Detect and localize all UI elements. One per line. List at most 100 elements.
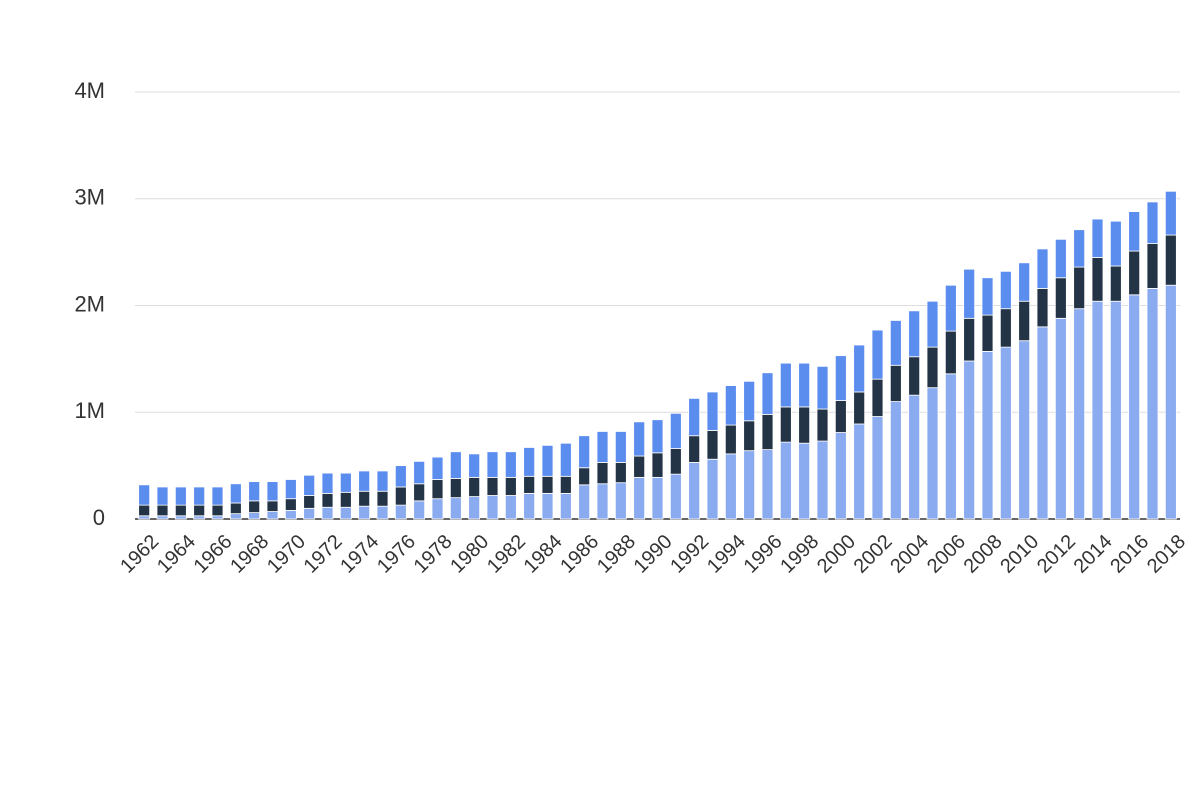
bar-segment [523,447,536,477]
x-tick-label: 1966 [190,531,237,578]
bar-segment [394,486,407,506]
bar-segment [138,484,151,506]
bar-segment [174,504,187,517]
bar-segment [669,473,682,520]
bar-segment [523,475,536,494]
bar-segment [468,476,481,497]
bar-segment [908,394,921,520]
bar-segment [596,483,609,520]
bar-segment [999,308,1012,348]
bar-segment [413,483,426,502]
bar-segment [1146,288,1159,520]
bar-segment [266,511,279,520]
bar-segment [834,400,847,433]
bar-segment [449,497,462,520]
bar-segment [1073,229,1086,268]
bar-segment [578,435,591,469]
bar-segment [284,479,297,500]
bar-segment [614,431,627,463]
bar-segment [193,486,206,506]
bar-segment [559,492,572,520]
bar-segment [853,391,866,425]
x-tick-label: 1964 [153,531,200,578]
x-tick-label: 2002 [850,531,897,578]
bar-segment [999,270,1012,310]
bar-segment [761,413,774,451]
bar-segment [706,458,719,520]
bar-segment [1036,248,1049,289]
bar-segment [981,314,994,352]
x-tick-label: 2000 [813,531,860,578]
bar-segment [248,500,261,513]
bar-segment [1128,250,1141,296]
bar-segment [1091,300,1104,520]
bar-segment [504,495,517,520]
bar-segment [1036,326,1049,520]
bar-segment [138,515,151,520]
bar-segment [724,453,737,520]
bar-segment [1128,294,1141,520]
bar-segment [798,362,811,408]
bar-segment [596,431,609,463]
bar-segment [981,351,994,520]
bar-segment [926,300,939,348]
bar-segment [541,475,554,494]
bar-segment [468,453,481,478]
bar-segment [413,500,426,520]
bar-segment [908,310,921,358]
bar-segment [743,380,756,422]
bar-segment [193,515,206,520]
y-tick-label: 4M [74,78,105,103]
bar-segment [449,451,462,479]
x-tick-label: 2014 [1070,531,1117,578]
bar-segment [321,506,334,520]
x-tick-label: 1962 [116,531,163,578]
bar-segment [1109,300,1122,520]
bar-segment [724,385,737,426]
bar-segment [303,474,316,496]
bar-segment [1054,317,1067,520]
x-tick-label: 1972 [300,531,347,578]
x-tick-label: 2008 [960,531,1007,578]
bar-segment [944,284,957,332]
bar-segment [633,455,646,478]
bar-segment [523,492,536,520]
bar-segment [449,478,462,499]
bar-segment [651,419,664,454]
bar-segment [339,506,352,520]
bar-segment [486,451,499,478]
bar-segment [834,355,847,401]
bar-segment [688,462,701,520]
bar-segment [596,462,609,485]
bar-segment [871,329,884,380]
x-tick-label: 1988 [593,531,640,578]
bar-segment [1164,234,1177,286]
bar-segment [633,421,646,457]
x-tick-label: 1996 [740,531,787,578]
bar-segment [853,344,866,393]
bar-segment [394,465,407,488]
bar-segment [504,451,517,478]
bar-segment [761,449,774,520]
bar-segment [211,504,224,517]
bar-segment [486,476,499,496]
bar-segment [1018,262,1031,302]
bar-segment [1146,201,1159,244]
bar-segment [229,513,242,520]
bar-segment [541,444,554,477]
bar-segment [798,442,811,520]
bar-segment [339,472,352,493]
bar-segment [633,476,646,520]
bar-segment [303,495,316,509]
bar-segment [834,432,847,520]
x-tick-label: 2006 [923,531,970,578]
bar-segment [853,423,866,520]
bar-segment [1091,257,1104,302]
bar-segment [871,378,884,417]
bar-segment [981,277,994,316]
bar-segment [816,365,829,410]
bar-segment [944,373,957,520]
x-tick-label: 1974 [336,531,383,578]
bar-segment [963,317,976,362]
bar-segment [1164,190,1177,236]
